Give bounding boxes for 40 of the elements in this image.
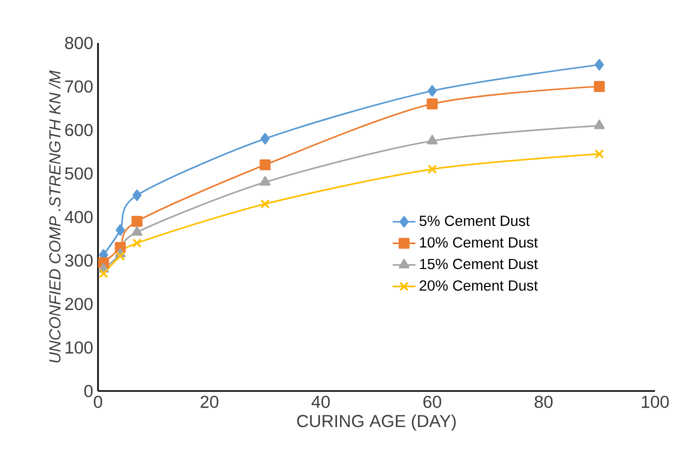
y-tick-label: 600	[65, 124, 93, 136]
legend-label: 10% Cement Dust	[420, 237, 538, 248]
point	[260, 159, 271, 170]
point	[594, 59, 604, 70]
legend-label: 5% Cement Dust	[420, 216, 530, 226]
legend-label: 15% Cement Dust	[420, 258, 538, 270]
point	[426, 98, 438, 110]
x-tick-label: 40	[312, 396, 330, 408]
point	[260, 176, 270, 186]
point	[116, 251, 125, 261]
point	[426, 134, 438, 144]
point	[132, 226, 142, 236]
y-tick-label: 500	[65, 167, 93, 180]
point	[260, 132, 270, 144]
point	[132, 190, 142, 201]
y-axis-title: UNCONFIED COMP .STRENGTH KN /M	[48, 70, 61, 362]
legend-label: 20% Cement Dust	[420, 280, 538, 291]
point	[594, 81, 605, 92]
point	[428, 164, 437, 174]
point	[594, 120, 605, 130]
point	[116, 224, 125, 236]
point	[428, 85, 437, 97]
y-tick-label: 400	[64, 210, 93, 224]
x-tick-label: 20	[200, 396, 218, 408]
x-tick-label: 60	[423, 396, 442, 408]
point	[98, 268, 108, 278]
y-tick-label: 700	[65, 80, 93, 93]
y-tick-label: 100	[66, 341, 93, 354]
y-tick-label: 0	[84, 384, 93, 398]
x-tick-label: 0	[94, 396, 102, 408]
point	[594, 149, 604, 159]
y-tick-label: 200	[65, 298, 93, 310]
point	[132, 238, 142, 248]
point	[132, 216, 142, 227]
y-tick-label: 800	[65, 36, 93, 50]
x-tick-label: 100	[642, 396, 669, 408]
y-tick-label: 300	[65, 254, 93, 267]
x-tick-label: 80	[534, 396, 553, 408]
point	[260, 199, 270, 209]
x-axis-title: CURING AGE (DAY)	[297, 414, 456, 431]
